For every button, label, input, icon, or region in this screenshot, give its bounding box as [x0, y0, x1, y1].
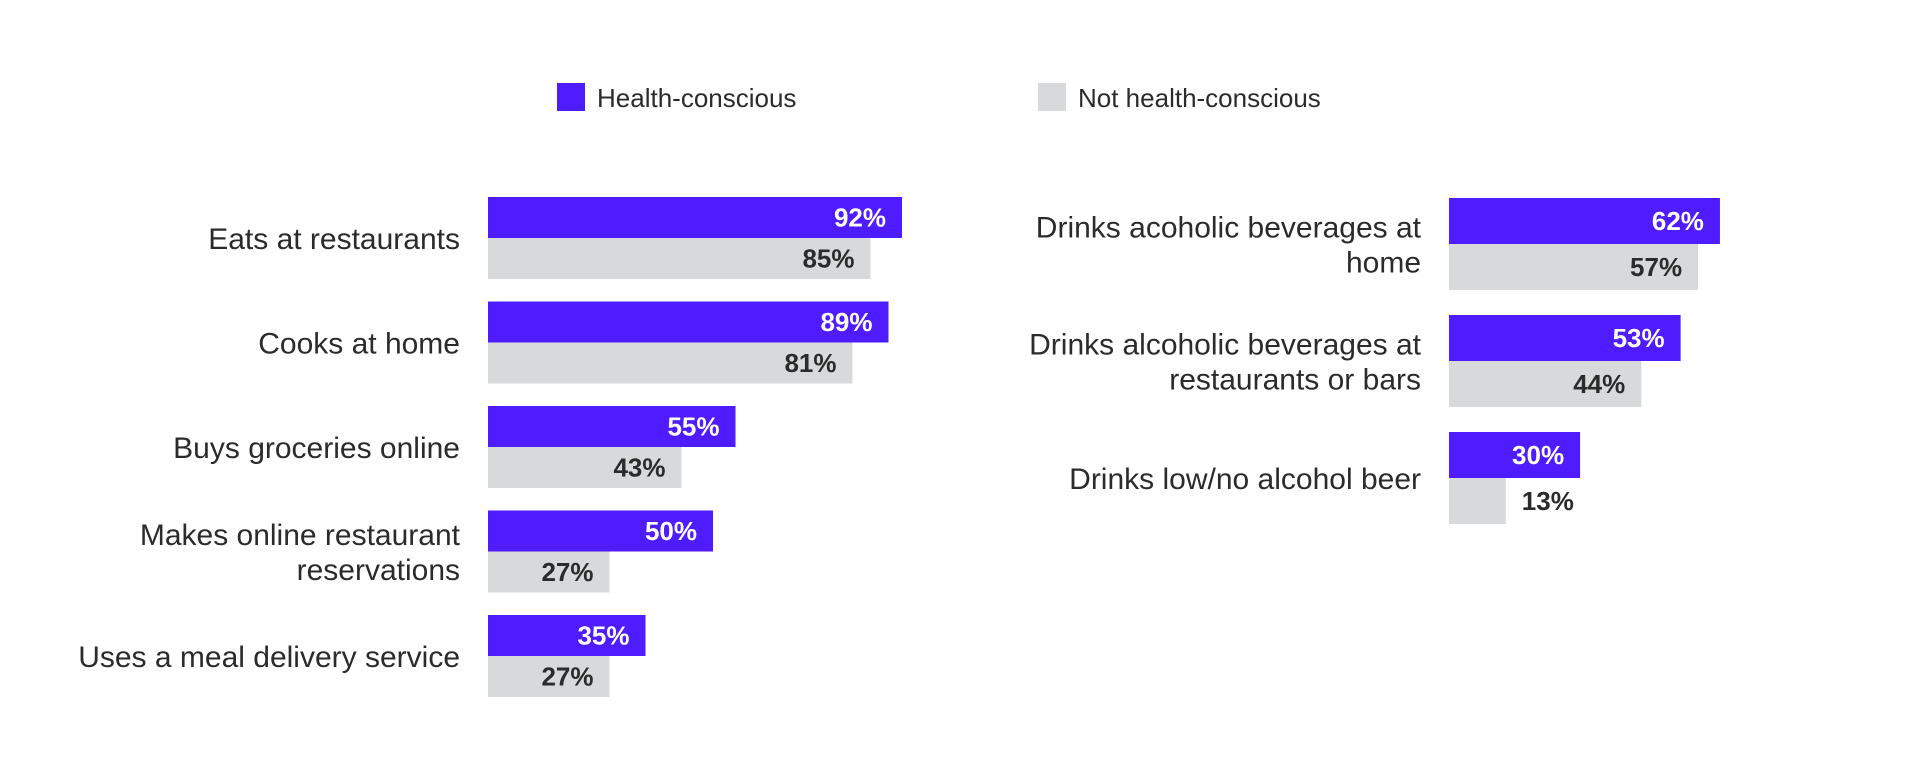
category-label: Drinks low/no alcohol beer [1069, 463, 1421, 496]
category-label: Makes online restaurant reservations [140, 519, 461, 587]
data-label-not-health-conscious: 81% [784, 348, 836, 378]
bar-health-conscious [1449, 315, 1681, 361]
data-label-not-health-conscious: 27% [541, 662, 593, 692]
data-label-not-health-conscious: 85% [802, 244, 854, 274]
bar-not-health-conscious [488, 656, 610, 697]
data-label-not-health-conscious: 44% [1573, 369, 1625, 399]
legend-label-not-health-conscious: Not health-conscious [1078, 83, 1321, 113]
category-label: Buys groceries online [173, 432, 460, 465]
bar-health-conscious [1449, 198, 1720, 244]
right-bar-chart: Drinks acoholic beverages at home 62% 57% Dr… [1029, 198, 1720, 524]
data-label-health-conscious: 89% [820, 307, 872, 337]
bar-health-conscious [488, 615, 646, 656]
legend-label-health-conscious: Health-conscious [597, 83, 796, 113]
bar-health-conscious [488, 301, 889, 343]
legend-swatch-not-health-conscious [1038, 83, 1066, 111]
data-label-health-conscious: 62% [1652, 206, 1704, 236]
bar-health-conscious [1449, 432, 1581, 478]
data-label-not-health-conscious: 43% [613, 453, 665, 483]
bar-not-health-conscious [1449, 244, 1699, 290]
bar-not-health-conscious [488, 551, 610, 593]
bar-not-health-conscious [1449, 478, 1506, 524]
bar-health-conscious [488, 197, 902, 238]
bar-not-health-conscious [488, 238, 871, 279]
bar-not-health-conscious [488, 342, 853, 384]
category-label: Drinks acoholic beverages at home [1036, 212, 1422, 280]
legend-swatch-health-conscious [557, 83, 585, 111]
category-label: Cooks at home [258, 328, 460, 361]
bar-not-health-conscious [488, 447, 682, 488]
bar-not-health-conscious [1449, 361, 1642, 407]
category-label: Uses a meal delivery service [78, 641, 460, 674]
bar-health-conscious [488, 510, 713, 552]
bar-health-conscious [488, 406, 736, 447]
category-label: Drinks alcoholic beverages at restaurants… [1029, 329, 1422, 397]
data-label-health-conscious: 50% [645, 516, 697, 546]
category-label: Eats at restaurants [208, 223, 460, 256]
data-label-health-conscious: 53% [1613, 323, 1665, 353]
left-bar-chart: Eats at restaurants 92% 85% Cooks at home 89… [78, 197, 902, 697]
data-label-health-conscious: 30% [1512, 440, 1564, 470]
data-label-health-conscious: 55% [667, 412, 719, 442]
data-label-not-health-conscious: 13% [1522, 486, 1574, 516]
data-label-health-conscious: 35% [577, 621, 629, 651]
data-label-not-health-conscious: 57% [1630, 252, 1682, 282]
data-label-health-conscious: 92% [834, 203, 886, 233]
data-label-not-health-conscious: 27% [541, 557, 593, 587]
legend: Health-conscious Not health-conscious [557, 83, 1321, 113]
